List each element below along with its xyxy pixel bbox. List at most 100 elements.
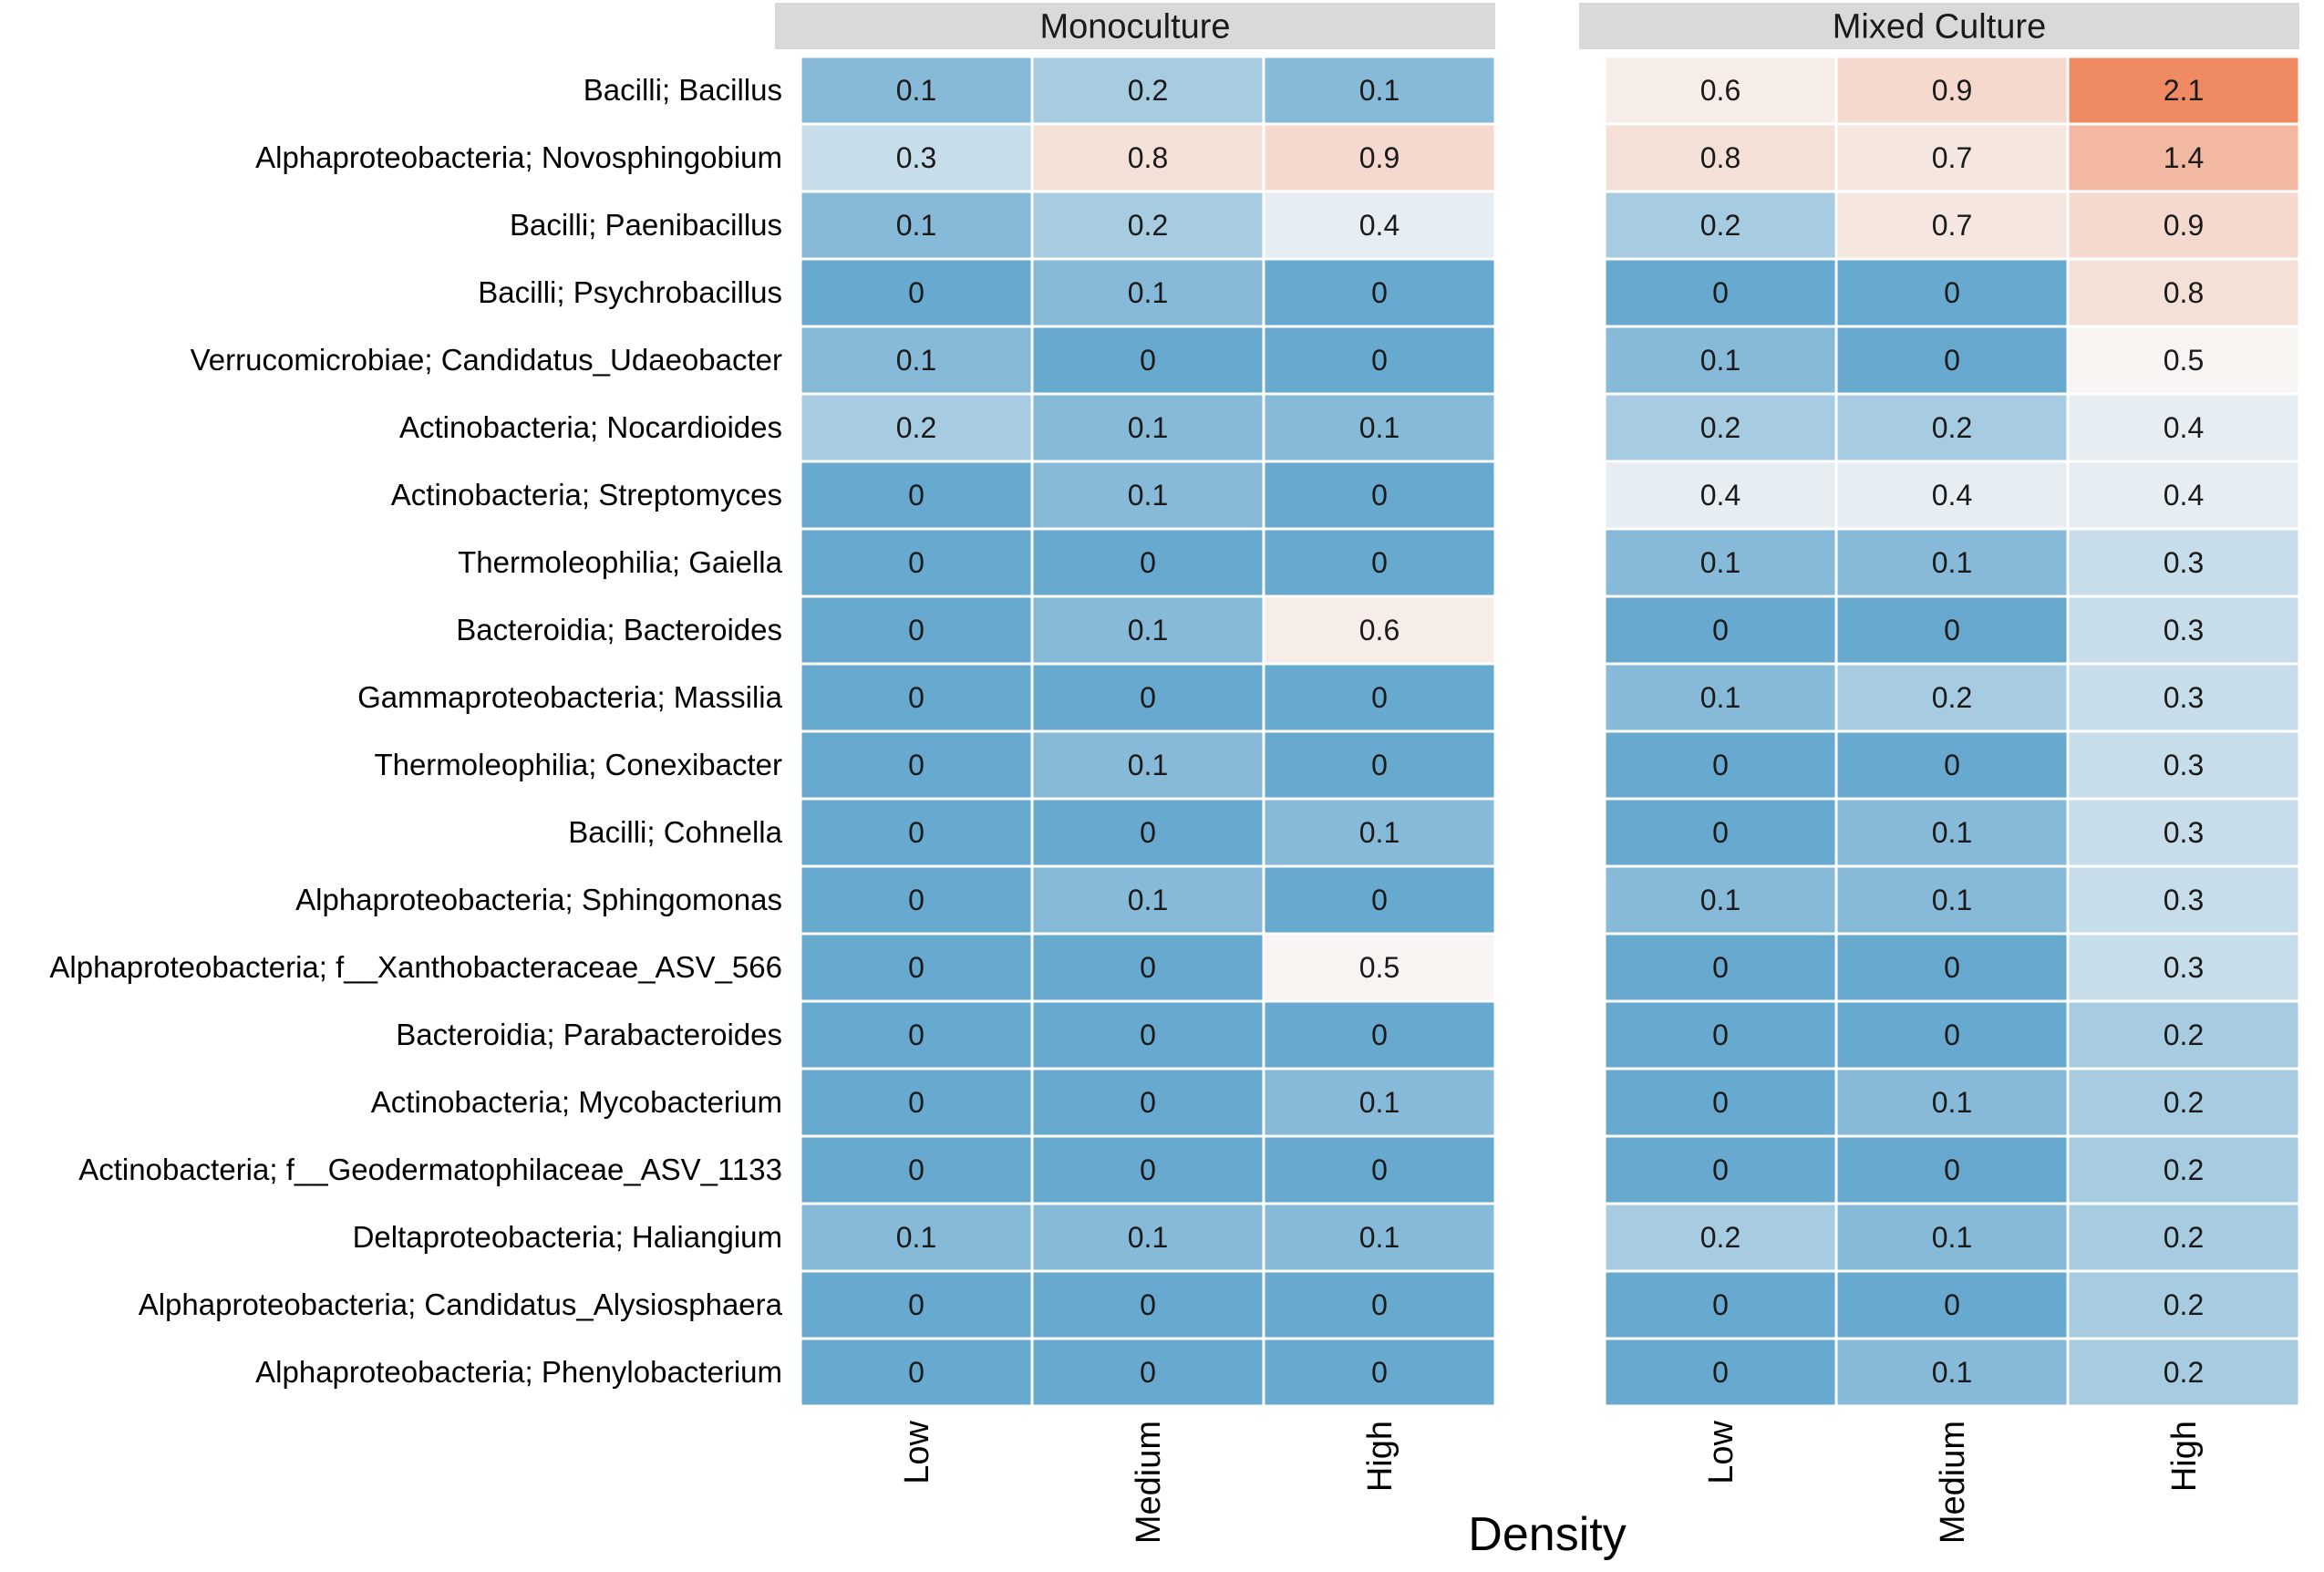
heatmap-cell: [1030, 932, 1265, 1003]
row-label: Alphaproteobacteria; f__Xanthobacteracea…: [49, 950, 782, 984]
cell-value-label: 0.2: [1932, 681, 1972, 714]
heatmap-cell: [1603, 797, 1838, 868]
heatmap-cell: [1262, 662, 1497, 733]
cell-value-label: 0: [908, 1356, 924, 1389]
cell-value-label: 0.5: [1359, 951, 1400, 984]
cell-value-label: 0: [908, 1019, 924, 1051]
heatmap-cell: [1262, 257, 1497, 328]
heatmap-cell: [1262, 932, 1497, 1003]
cell-value-label: 0: [908, 1153, 924, 1186]
heatmap-cell: [2066, 797, 2301, 868]
cell-value-label: 0.4: [2164, 479, 2204, 512]
cell-value-label: 0.2: [2164, 1086, 2204, 1119]
cell-value-label: 0: [1944, 276, 1960, 309]
cell-value-label: 0: [1944, 614, 1960, 646]
cell-value-label: 0: [1944, 1153, 1960, 1186]
cell-value-label: 0.5: [2164, 344, 2204, 377]
heatmap-cell: [1834, 325, 2070, 396]
cell-value-label: 0: [1371, 546, 1388, 579]
x-tick-label: Low: [1702, 1420, 1740, 1484]
cell-value-label: 0: [1140, 1019, 1156, 1051]
x-tick-label: Low: [898, 1420, 936, 1484]
heatmap-cell: [1603, 1337, 1838, 1408]
x-tick-label: Medium: [1130, 1421, 1168, 1544]
heatmap-cell: [799, 1269, 1034, 1340]
heatmap-cell: [1834, 1134, 2070, 1205]
row-label: Thermoleophilia; Gaiella: [458, 545, 782, 579]
heatmap-cell: [1030, 392, 1265, 463]
cell-value-label: 0.3: [896, 141, 936, 174]
cell-value-label: 0.1: [1128, 1221, 1168, 1254]
cell-value-label: 0.1: [1932, 1086, 1972, 1119]
cell-value-label: 0: [1140, 1288, 1156, 1321]
heatmap-cell: [1262, 1269, 1497, 1340]
cell-value-label: 0.9: [2164, 209, 2204, 242]
cell-value-label: 0.2: [1700, 1221, 1740, 1254]
cell-value-label: 0: [908, 276, 924, 309]
heatmap-cell: [1262, 392, 1497, 463]
cell-value-label: 0.1: [1932, 884, 1972, 916]
cell-value-label: 0: [1712, 1019, 1729, 1051]
row-labels: Bacilli; Bacillus Alphaproteobacteria; No…: [49, 73, 782, 1389]
strip-label-monoculture: Monoculture: [1039, 8, 1230, 47]
cell-value-label: 0.2: [896, 411, 936, 444]
cell-value-label: 0: [1140, 1356, 1156, 1389]
cell-value-label: 0: [908, 1288, 924, 1321]
heatmap-cell: [799, 190, 1034, 261]
heatmap-cell: [1603, 1067, 1838, 1138]
cell-value-label: 0: [1371, 479, 1388, 512]
cell-value-label: 0: [1944, 1019, 1960, 1051]
cell-value-label: 0.2: [1700, 209, 1740, 242]
cell-value-label: 0: [1944, 951, 1960, 984]
heatmap-cell: [2066, 460, 2301, 531]
row-label: Actinobacteria; f__Geodermatophilaceae_A…: [78, 1153, 782, 1186]
row-label: Alphaproteobacteria; Phenylobacterium: [255, 1355, 782, 1389]
heatmap-cell: [1834, 1337, 2070, 1408]
cell-value-label: 0.9: [1932, 74, 1972, 107]
cell-value-label: 0: [908, 546, 924, 579]
heatmap-cell: [1030, 864, 1265, 936]
cell-value-label: 0: [1371, 749, 1388, 781]
cell-value-label: 0.1: [1359, 411, 1400, 444]
cell-value-label: 0.2: [1128, 209, 1168, 242]
heatmap-cell: [1262, 1337, 1497, 1408]
heatmap-cell: [1262, 55, 1497, 126]
cell-value-label: 0: [908, 951, 924, 984]
heatmap-cell: [2066, 595, 2301, 666]
cell-value-label: 0: [1371, 884, 1388, 916]
cell-value-label: 0.1: [1359, 74, 1400, 107]
cell-value-label: 0: [908, 749, 924, 781]
row-label: Alphaproteobacteria; Candidatus_Alysiosp…: [139, 1288, 783, 1321]
cell-value-label: 0: [1944, 749, 1960, 781]
heatmap-cell: [1834, 55, 2070, 126]
cell-value-label: 0.1: [1128, 884, 1168, 916]
heatmap-cell: [1834, 257, 2070, 328]
heatmap-cell: [1262, 729, 1497, 801]
cell-value-label: 0.4: [2164, 411, 2204, 444]
cell-value-label: 1.4: [2164, 141, 2204, 174]
heatmap-cell: [2066, 122, 2301, 193]
cell-value-label: 0.1: [1932, 816, 1972, 849]
cell-value-label: 0.2: [2164, 1288, 2204, 1321]
cell-value-label: 0: [908, 479, 924, 512]
heatmap-cell: [1030, 325, 1265, 396]
cell-value-label: 0.2: [1700, 411, 1740, 444]
heatmap-cell: [1030, 122, 1265, 193]
heatmap-cell: [1262, 460, 1497, 531]
heatmap-cell: [1262, 1067, 1497, 1138]
heatmap-cell: [799, 864, 1034, 936]
heatmap-cell: [2066, 1337, 2301, 1408]
cell-value-label: 0.1: [1128, 276, 1168, 309]
heatmap-cell: [1030, 595, 1265, 666]
row-label: Bacilli; Cohnella: [568, 815, 782, 849]
row-label: Bacilli; Paenibacillus: [510, 208, 782, 242]
cell-value-label: 0: [1712, 614, 1729, 646]
cell-value-label: 0: [1712, 951, 1729, 984]
cell-value-label: 0: [1140, 681, 1156, 714]
cell-value-label: 0.2: [1128, 74, 1168, 107]
row-label: Actinobacteria; Mycobacterium: [371, 1085, 782, 1119]
cell-value-label: 0.1: [1932, 1221, 1972, 1254]
row-label: Bacilli; Psychrobacillus: [478, 275, 782, 309]
